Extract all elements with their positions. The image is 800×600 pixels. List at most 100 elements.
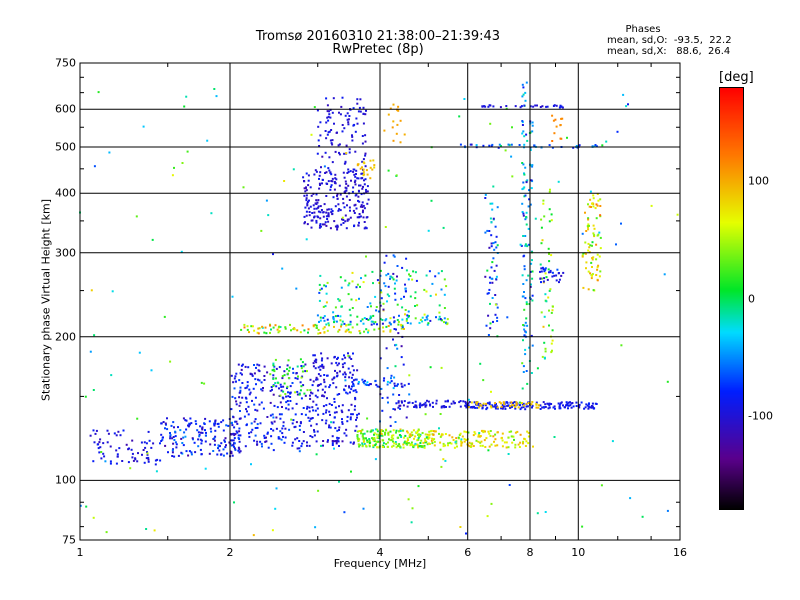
echo-point — [546, 105, 549, 108]
echo-point — [354, 378, 357, 381]
echo-point — [352, 186, 355, 189]
echo-point — [344, 384, 347, 387]
colorbar-tick-label: 0 — [748, 292, 755, 305]
colorbar-tick-label: 100 — [748, 174, 769, 188]
echo-point — [488, 403, 491, 406]
echo-point — [553, 436, 556, 438]
echo-point — [164, 444, 167, 447]
echo-point — [542, 401, 545, 404]
echo-point — [519, 433, 522, 436]
echo-point — [424, 441, 427, 444]
echo-point — [354, 405, 356, 408]
echo-point — [353, 408, 356, 411]
echo-point — [270, 328, 272, 331]
echo-point — [186, 150, 189, 153]
echo-point — [209, 443, 212, 446]
echo-point — [327, 213, 330, 216]
echo-point — [94, 432, 97, 435]
echo-point — [407, 498, 410, 501]
echo-point — [588, 246, 591, 249]
echo-point — [531, 404, 534, 407]
echo-point — [512, 435, 515, 438]
echo-point — [235, 430, 238, 433]
echo-point — [362, 204, 365, 207]
echo-point — [382, 302, 385, 305]
echo-point — [352, 107, 355, 110]
echo-point — [213, 443, 216, 446]
echo-point — [172, 448, 174, 451]
echo-point — [248, 435, 251, 438]
echo-point — [548, 271, 550, 274]
echo-point — [278, 387, 280, 390]
echo-point — [355, 418, 357, 421]
echo-point — [520, 402, 523, 404]
echo-point — [290, 329, 292, 332]
echo-point — [350, 403, 353, 406]
echo-point — [219, 453, 222, 456]
echo-point — [292, 168, 295, 171]
echo-point — [345, 152, 348, 155]
echo-point — [459, 405, 462, 408]
echo-point — [337, 144, 340, 147]
x-tick-label: 4 — [376, 546, 384, 559]
echo-point — [276, 381, 279, 384]
echo-point — [592, 194, 595, 197]
echo-point — [391, 445, 393, 448]
echo-point — [490, 443, 493, 446]
echo-point — [598, 231, 601, 234]
echo-point — [489, 281, 492, 284]
echo-point — [323, 378, 326, 381]
echo-point — [452, 439, 455, 441]
echo-point — [590, 405, 593, 407]
echo-point — [351, 385, 353, 388]
echo-point — [190, 453, 193, 456]
echo-point — [181, 162, 184, 164]
echo-point — [391, 126, 394, 129]
echo-point — [424, 319, 427, 322]
echo-point — [240, 328, 243, 331]
echo-point — [282, 424, 285, 427]
echo-point — [304, 394, 307, 397]
echo-point — [399, 429, 402, 432]
echo-point — [361, 318, 364, 321]
echo-point — [620, 344, 623, 347]
echo-point — [190, 451, 193, 454]
echo-point — [376, 428, 379, 431]
echo-point — [561, 106, 564, 109]
echo-point — [595, 145, 598, 148]
echo-point — [521, 121, 524, 124]
x-tick-label: 16 — [673, 546, 687, 559]
echo-point — [311, 384, 314, 387]
echo-point — [348, 331, 351, 334]
echo-point — [273, 420, 276, 423]
echo-point — [419, 442, 422, 444]
echo-point — [291, 444, 294, 447]
echo-point — [208, 452, 211, 455]
echo-point — [385, 429, 388, 432]
echo-point — [271, 422, 274, 425]
echo-point — [350, 358, 353, 360]
echo-point — [108, 151, 111, 154]
echo-point — [234, 397, 237, 400]
echo-point — [233, 442, 236, 445]
echo-point — [539, 270, 541, 273]
echo-point — [432, 430, 435, 433]
echo-point — [537, 406, 540, 409]
echo-point — [551, 349, 553, 352]
echo-point — [424, 433, 427, 436]
echo-point — [180, 451, 183, 454]
echo-point — [287, 391, 289, 394]
echo-point — [486, 292, 489, 295]
echo-point — [336, 375, 338, 378]
echo-point — [92, 389, 95, 391]
echo-point — [404, 440, 407, 443]
echo-point — [523, 104, 526, 107]
echo-point — [89, 350, 92, 353]
echo-point — [366, 430, 369, 433]
echo-point — [325, 411, 327, 414]
echo-point — [272, 364, 275, 367]
echo-point — [527, 274, 530, 277]
echo-point — [328, 110, 330, 113]
echo-point — [100, 451, 103, 453]
echo-point — [525, 211, 528, 214]
